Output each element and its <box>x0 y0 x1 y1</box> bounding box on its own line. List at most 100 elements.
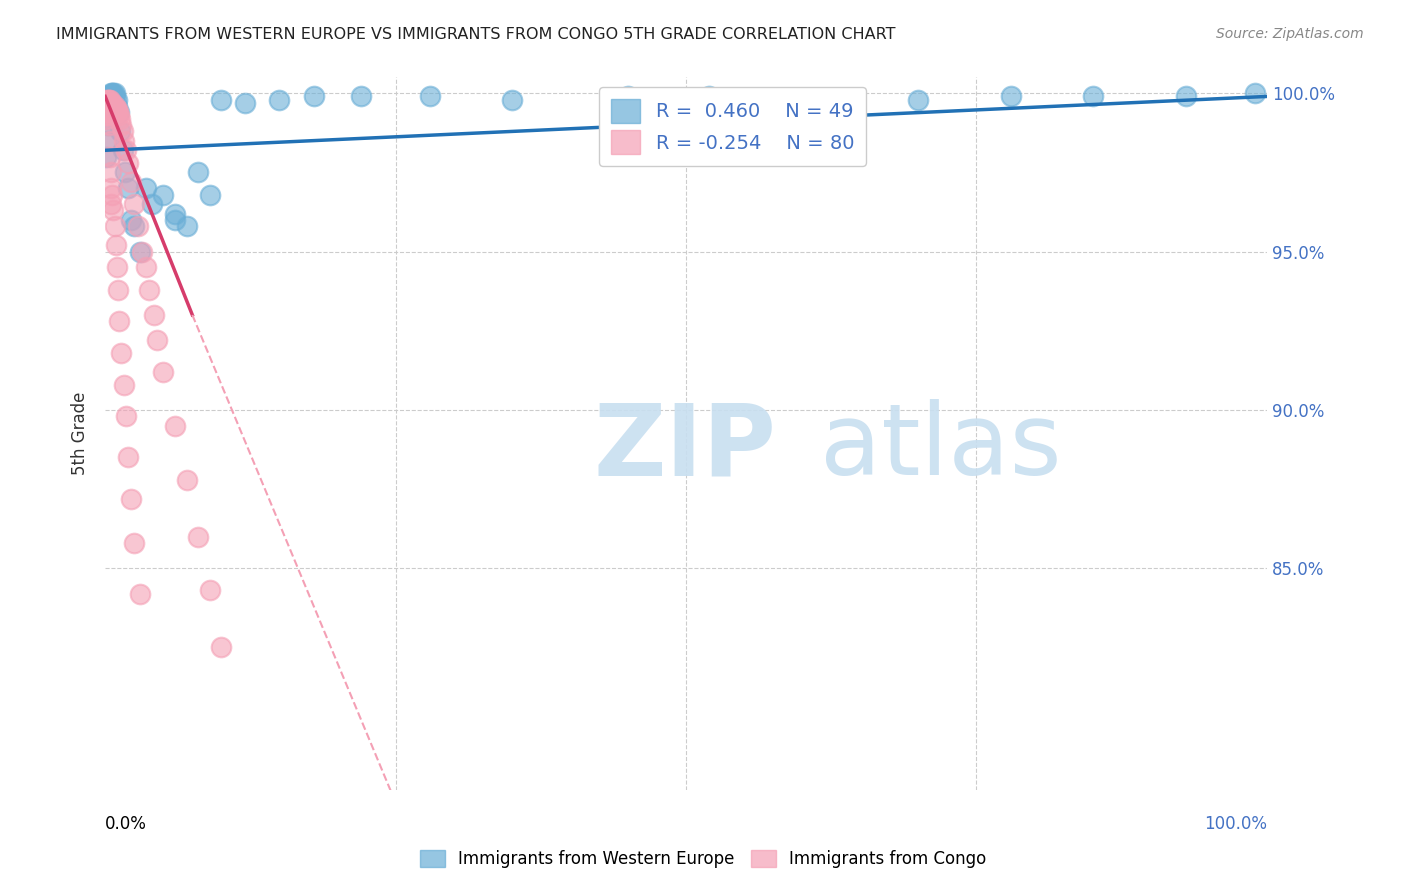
Point <box>143 308 166 322</box>
Point <box>163 213 186 227</box>
Point <box>103 87 125 101</box>
Point <box>103 87 125 101</box>
Text: ZIP: ZIP <box>593 400 776 497</box>
Point <box>96 112 118 126</box>
Point <box>100 99 122 113</box>
Point <box>112 134 135 148</box>
Point <box>120 491 142 506</box>
Text: Source: ZipAtlas.com: Source: ZipAtlas.com <box>1216 27 1364 41</box>
Point <box>131 244 153 259</box>
Point <box>96 108 118 122</box>
Point <box>104 102 127 116</box>
Point <box>110 112 132 126</box>
Point <box>103 219 125 234</box>
Text: atlas: atlas <box>820 400 1062 497</box>
Point <box>617 89 640 103</box>
Text: 100.0%: 100.0% <box>1204 815 1267 833</box>
Point <box>1000 89 1022 103</box>
Point <box>96 99 118 113</box>
Point <box>108 105 131 120</box>
Point <box>98 93 121 107</box>
Point <box>101 187 124 202</box>
Point <box>105 105 128 120</box>
Point <box>419 89 441 103</box>
Point <box>122 219 145 234</box>
Point <box>103 203 125 218</box>
Point <box>1174 89 1197 103</box>
Point <box>907 93 929 107</box>
Point <box>96 93 118 107</box>
Point <box>100 95 122 110</box>
Point <box>146 333 169 347</box>
Point <box>100 105 122 120</box>
Point <box>233 95 256 110</box>
Point <box>117 181 139 195</box>
Point <box>97 93 120 107</box>
Point <box>108 314 131 328</box>
Point <box>107 283 129 297</box>
Point <box>122 536 145 550</box>
Point <box>304 89 326 103</box>
Point <box>98 99 121 113</box>
Point <box>97 95 120 110</box>
Point <box>110 118 132 132</box>
Point <box>135 181 157 195</box>
Point <box>114 165 136 179</box>
Point <box>120 213 142 227</box>
Point <box>110 346 132 360</box>
Y-axis label: 5th Grade: 5th Grade <box>72 392 89 475</box>
Point <box>97 105 120 120</box>
Point <box>103 99 125 113</box>
Point <box>97 118 120 132</box>
Point <box>103 105 125 120</box>
Point <box>98 95 121 110</box>
Point <box>97 108 120 122</box>
Point <box>187 165 209 179</box>
Point <box>115 143 138 157</box>
Point <box>103 102 125 116</box>
Point <box>96 105 118 120</box>
Point <box>101 99 124 113</box>
Point <box>96 95 118 110</box>
Point <box>141 197 163 211</box>
Point <box>107 105 129 120</box>
Point <box>96 99 118 113</box>
Point <box>108 108 131 122</box>
Point <box>697 89 720 103</box>
Point <box>100 87 122 101</box>
Point <box>103 99 125 113</box>
Point <box>105 99 128 113</box>
Point <box>120 175 142 189</box>
Point <box>115 409 138 424</box>
Legend: Immigrants from Western Europe, Immigrants from Congo: Immigrants from Western Europe, Immigran… <box>413 843 993 875</box>
Point <box>96 112 118 126</box>
Point <box>209 640 232 655</box>
Point <box>97 102 120 116</box>
Point <box>100 89 122 103</box>
Point <box>350 89 373 103</box>
Point <box>105 102 128 116</box>
Point <box>103 102 125 116</box>
Point <box>98 102 121 116</box>
Point <box>127 219 149 234</box>
Text: 0.0%: 0.0% <box>105 815 148 833</box>
Point <box>100 102 122 116</box>
Point <box>100 197 122 211</box>
Point <box>105 93 128 107</box>
Point <box>96 95 118 110</box>
Point <box>97 99 120 113</box>
Text: IMMIGRANTS FROM WESTERN EUROPE VS IMMIGRANTS FROM CONGO 5TH GRADE CORRELATION CH: IMMIGRANTS FROM WESTERN EUROPE VS IMMIGR… <box>56 27 896 42</box>
Point <box>104 238 127 252</box>
Point <box>96 105 118 120</box>
Point <box>98 93 121 107</box>
Point <box>96 150 118 164</box>
Point <box>501 93 523 107</box>
Point <box>198 187 221 202</box>
Point <box>198 583 221 598</box>
Point <box>112 377 135 392</box>
Point <box>163 418 186 433</box>
Point <box>105 260 128 275</box>
Point <box>103 89 125 103</box>
Point <box>135 260 157 275</box>
Point <box>98 89 121 103</box>
